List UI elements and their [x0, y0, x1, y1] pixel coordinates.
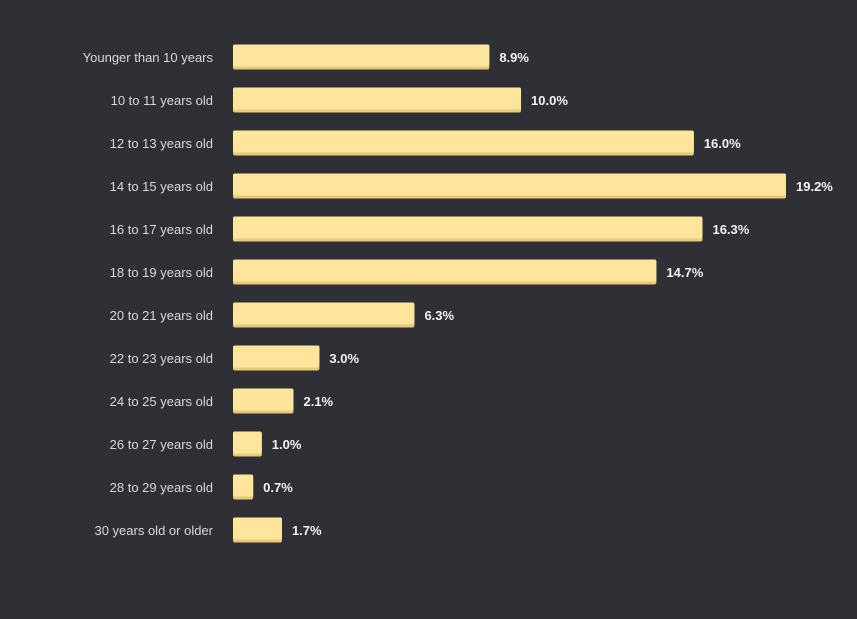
bar	[233, 517, 282, 543]
bar-fill	[233, 216, 703, 239]
category-label: 14 to 15 years old	[110, 179, 213, 194]
value-label: 16.3%	[712, 222, 749, 237]
bars-group: Younger than 10 years 8.9% 10 to 11 years …	[83, 44, 833, 543]
bar-fill	[233, 302, 415, 325]
bar	[233, 431, 262, 457]
bar	[233, 388, 294, 414]
bar	[233, 345, 320, 371]
bar-fill	[233, 130, 694, 153]
bar	[233, 474, 254, 500]
category-label: 30 years old or older	[94, 523, 213, 538]
value-label: 10.0%	[531, 93, 568, 108]
bar	[233, 259, 657, 285]
value-label: 14.7%	[666, 265, 703, 280]
category-label: 28 to 29 years old	[110, 480, 213, 495]
category-label: 12 to 13 years old	[110, 136, 213, 151]
bar-fill	[233, 259, 657, 282]
category-label: 24 to 25 years old	[110, 394, 213, 409]
bar-fill	[233, 388, 294, 411]
value-label: 2.1%	[303, 394, 333, 409]
value-label: 3.0%	[329, 351, 359, 366]
value-label: 0.7%	[263, 480, 293, 495]
value-label: 1.7%	[292, 523, 322, 538]
bar-fill	[233, 44, 490, 67]
bar-fill	[233, 345, 320, 368]
bar-fill	[233, 474, 254, 497]
bar-fill	[233, 517, 282, 540]
bar	[233, 130, 694, 156]
bar-fill	[233, 87, 522, 110]
value-label: 19.2%	[796, 179, 833, 194]
bar	[233, 302, 415, 328]
bar	[233, 44, 490, 70]
bar	[233, 216, 703, 242]
value-label: 16.0%	[704, 136, 741, 151]
value-label: 6.3%	[424, 308, 454, 323]
bar	[233, 173, 786, 199]
value-label: 1.0%	[272, 437, 302, 452]
category-label: Younger than 10 years	[83, 50, 214, 65]
category-label: 20 to 21 years old	[110, 308, 213, 323]
category-label: 16 to 17 years old	[110, 222, 213, 237]
category-label: 10 to 11 years old	[111, 93, 213, 108]
value-label: 8.9%	[499, 50, 529, 65]
category-label: 22 to 23 years old	[110, 351, 213, 366]
category-label: 26 to 27 years old	[110, 437, 213, 452]
category-label: 18 to 19 years old	[110, 265, 213, 280]
bar-fill	[233, 173, 786, 196]
bar-fill	[233, 431, 262, 454]
bar	[233, 87, 522, 113]
